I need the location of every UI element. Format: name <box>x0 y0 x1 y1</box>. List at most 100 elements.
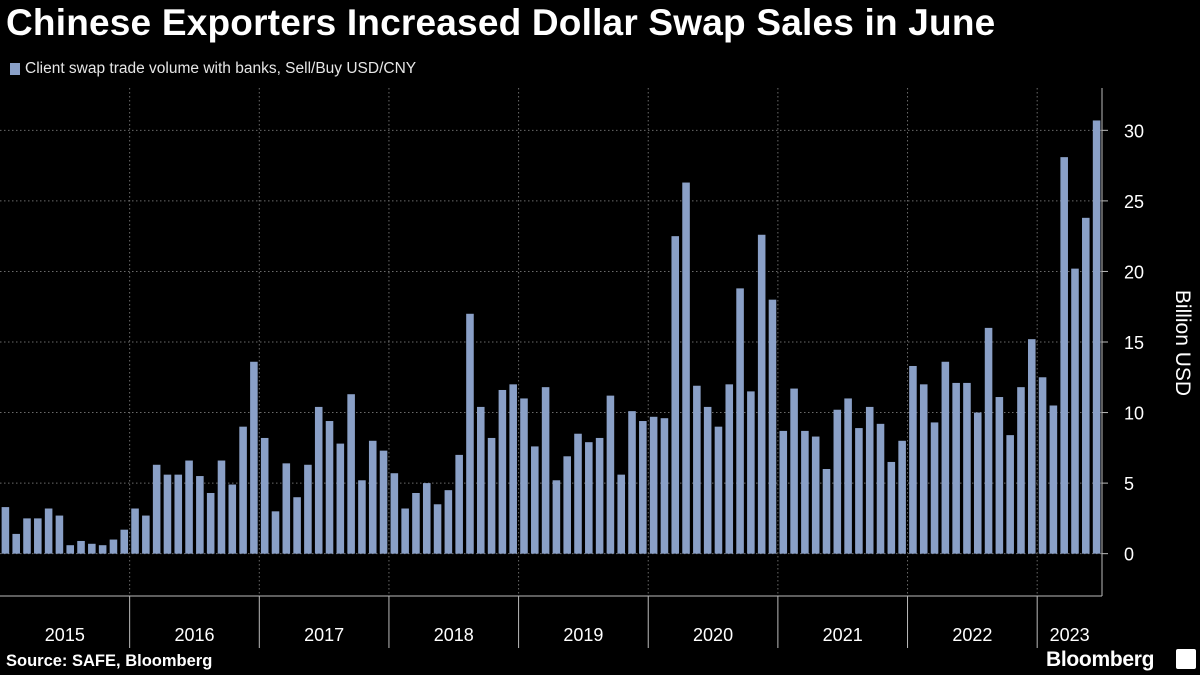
bar <box>520 398 528 554</box>
bar <box>217 460 226 554</box>
bar <box>455 454 463 554</box>
bar <box>822 469 831 554</box>
bar <box>930 422 939 554</box>
bar <box>682 182 690 554</box>
bar <box>401 508 409 554</box>
bar <box>120 529 129 554</box>
y-tick-label: 5 <box>1124 474 1134 494</box>
bar <box>1071 268 1079 554</box>
bar <box>747 391 755 554</box>
bar <box>131 508 139 554</box>
bar <box>109 539 118 554</box>
bar <box>23 518 31 554</box>
bar <box>963 382 971 554</box>
x-year-label: 2021 <box>823 625 863 645</box>
bar <box>757 234 766 554</box>
bar <box>1049 405 1058 554</box>
bar <box>358 480 366 554</box>
bar <box>693 385 701 554</box>
bar <box>390 473 399 554</box>
bar <box>1038 377 1047 554</box>
y-tick-label: 30 <box>1124 121 1144 141</box>
bar <box>325 421 334 554</box>
x-year-label: 2016 <box>174 625 214 645</box>
bar <box>44 508 53 554</box>
bar <box>433 504 442 554</box>
bar <box>239 426 247 554</box>
bar <box>1027 339 1036 554</box>
bar <box>379 450 388 554</box>
bar <box>887 461 896 554</box>
bar <box>865 406 874 554</box>
bar <box>98 545 107 554</box>
bar <box>1082 217 1090 554</box>
bar <box>271 511 280 554</box>
bar <box>88 543 96 554</box>
bar <box>941 361 950 554</box>
bar <box>574 433 582 554</box>
legend-swatch <box>10 63 20 75</box>
bar <box>541 387 550 554</box>
x-year-label: 2017 <box>304 625 344 645</box>
y-tick-label: 15 <box>1124 333 1144 353</box>
bar <box>142 515 150 554</box>
bar <box>250 361 258 554</box>
bar <box>876 423 885 554</box>
x-year-label: 2020 <box>693 625 733 645</box>
bar <box>628 411 636 554</box>
bar <box>595 437 604 554</box>
bar <box>466 313 474 554</box>
bar <box>919 384 928 554</box>
bar <box>909 365 917 554</box>
legend-label: Client swap trade volume with banks, Sel… <box>25 60 417 77</box>
bar <box>714 426 723 554</box>
logo-badge-icon <box>1176 649 1196 669</box>
bar <box>1006 435 1014 554</box>
x-year-label: 2018 <box>434 625 474 645</box>
bar <box>703 406 712 554</box>
bar <box>336 443 345 554</box>
bar <box>725 384 734 554</box>
bar <box>487 437 496 554</box>
bar <box>77 540 85 554</box>
bar <box>790 388 798 554</box>
bar <box>228 484 237 554</box>
bar <box>984 327 993 554</box>
y-tick-label: 0 <box>1124 545 1134 565</box>
bar <box>55 515 64 554</box>
bar <box>152 464 161 554</box>
y-tick-label: 10 <box>1124 404 1144 424</box>
bar <box>1060 157 1068 554</box>
bar <box>855 428 863 554</box>
legend: Client swap trade volume with banks, Sel… <box>10 60 416 78</box>
bar <box>206 492 215 554</box>
source-note: Source: SAFE, Bloomberg <box>6 652 213 670</box>
bar <box>639 421 647 554</box>
bar <box>66 545 75 554</box>
bar <box>585 442 593 554</box>
axes: 0 5 10 15 20 25 30 2015 2016 2017 2018 2019 2020 2021… <box>0 88 1194 648</box>
chart-title: Chinese Exporters Increased Dollar Swap … <box>6 2 996 43</box>
bar <box>779 430 788 554</box>
bar <box>509 384 517 554</box>
x-year-label: 2023 <box>1050 625 1090 645</box>
bar <box>185 460 193 554</box>
bar <box>476 406 485 554</box>
bar <box>563 456 571 554</box>
y-tick-label: 25 <box>1124 192 1144 212</box>
bar <box>552 480 561 554</box>
bar <box>649 416 658 554</box>
bar <box>347 394 355 554</box>
bar <box>196 476 204 554</box>
bar <box>174 474 183 554</box>
bar <box>444 490 453 554</box>
bar <box>973 412 982 554</box>
bar <box>660 418 669 554</box>
bar <box>617 474 626 554</box>
bar <box>314 406 323 554</box>
bar <box>606 395 615 554</box>
bar <box>768 299 777 554</box>
bar <box>952 382 960 554</box>
x-year-label: 2015 <box>45 625 85 645</box>
